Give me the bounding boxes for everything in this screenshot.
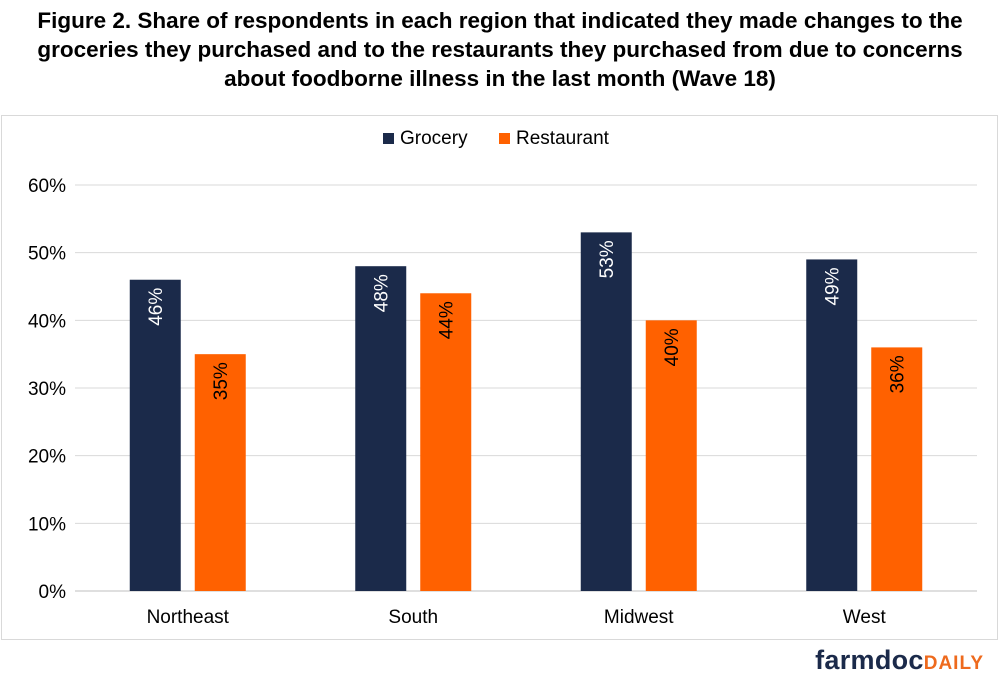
legend-swatch-restaurant xyxy=(499,133,510,144)
farmdoc-daily-logo: farmdocDAILY xyxy=(815,645,984,676)
data-label: 48% xyxy=(372,274,393,312)
bar-grocery xyxy=(129,279,181,591)
y-tick-label: 60% xyxy=(28,176,66,197)
brand-main: farmdoc xyxy=(815,645,924,675)
brand-accent: DAILY xyxy=(923,653,984,674)
data-label: 53% xyxy=(597,240,618,278)
bar-restaurant xyxy=(645,320,697,591)
y-tick-label: 30% xyxy=(28,379,66,400)
legend-label-restaurant: Restaurant xyxy=(516,128,610,149)
x-tick-label: Midwest xyxy=(604,607,674,628)
chart-title: Figure 2. Share of respondents in each r… xyxy=(37,8,963,91)
bar-grocery xyxy=(806,259,858,591)
x-tick-label: Northeast xyxy=(147,607,230,628)
bar-restaurant xyxy=(871,347,923,591)
x-tick-label: South xyxy=(388,607,438,628)
y-tick-label: 50% xyxy=(28,244,66,265)
y-tick-label: 20% xyxy=(28,447,66,468)
x-tick-label: West xyxy=(843,607,887,628)
bar-grocery xyxy=(580,232,632,591)
data-label: 35% xyxy=(211,362,232,400)
chart-frame xyxy=(1,115,998,640)
y-tick-label: 40% xyxy=(28,311,66,332)
data-label: 46% xyxy=(146,288,167,326)
y-tick-label: 10% xyxy=(28,514,66,535)
bar-restaurant xyxy=(194,354,246,591)
y-tick-label: 0% xyxy=(39,582,67,603)
bar-grocery xyxy=(355,266,407,591)
data-label: 36% xyxy=(888,355,909,393)
bar-restaurant xyxy=(420,293,472,591)
data-label: 40% xyxy=(662,328,683,366)
data-label: 44% xyxy=(437,301,458,339)
legend-label-grocery: Grocery xyxy=(400,128,468,149)
data-label: 49% xyxy=(823,267,844,305)
legend-swatch-grocery xyxy=(383,133,394,144)
